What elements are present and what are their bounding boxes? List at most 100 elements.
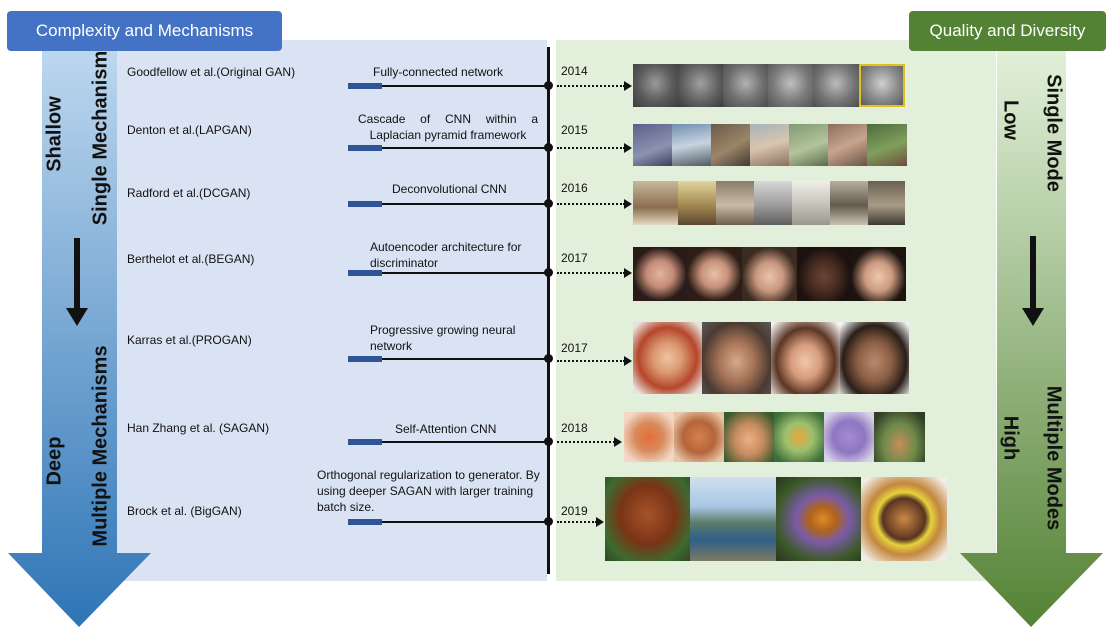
- dotted-arrow: [557, 272, 625, 274]
- dotted-arrow: [557, 147, 625, 149]
- arrowhead-icon: [596, 517, 604, 527]
- timeline-connector: [382, 441, 548, 443]
- year-label: 2018: [561, 421, 588, 435]
- samples-strip: [633, 247, 906, 301]
- dotted-arrow: [557, 521, 597, 523]
- deep-label: Deep: [43, 436, 66, 486]
- timeline-dot: [544, 437, 553, 446]
- sample-image: [742, 247, 797, 301]
- right-header-label: Quality and Diversity: [929, 21, 1086, 40]
- sample-image: [633, 181, 678, 225]
- shallow-label: Shallow: [43, 96, 66, 172]
- year-label: 2014: [561, 64, 588, 78]
- author-label: Berthelot et al.(BEGAN): [127, 252, 255, 266]
- timeline-connector: [382, 203, 548, 205]
- timeline-connector: [382, 358, 548, 360]
- sample-image: [851, 247, 906, 301]
- author-label: Karras et al.(PROGAN): [127, 333, 252, 347]
- sample-image: [716, 181, 754, 225]
- samples-strip: [633, 322, 909, 394]
- sample-image: [828, 124, 867, 166]
- timeline-connector: [382, 85, 548, 87]
- timeline-dot: [544, 143, 553, 152]
- sample-image: [711, 124, 750, 166]
- author-label: Han Zhang et al. (SAGAN): [127, 421, 270, 435]
- technique-bar: [348, 83, 382, 89]
- author-label: Goodfellow et al.(Original GAN): [127, 65, 296, 79]
- timeline-dot: [544, 81, 553, 90]
- sample-image: [792, 181, 830, 225]
- samples-strip: [633, 124, 907, 166]
- sample-image: [687, 247, 742, 301]
- left-header-label: Complexity and Mechanisms: [35, 21, 254, 40]
- sample-image: [754, 181, 792, 225]
- technique-bar: [348, 519, 382, 525]
- samples-strip: [633, 181, 905, 225]
- sample-image: [633, 322, 702, 394]
- sample-image: [674, 412, 724, 462]
- sample-image: [813, 64, 859, 107]
- low-label: Low: [999, 100, 1022, 140]
- high-label: High: [999, 415, 1022, 461]
- arrowhead-icon: [624, 356, 632, 366]
- sample-image: [859, 64, 905, 107]
- sample-image: [750, 124, 789, 166]
- timeline-connector: [382, 521, 548, 523]
- technique-label: Orthogonal regularization to generator. …: [317, 468, 540, 514]
- year-label: 2015: [561, 123, 588, 137]
- sample-image: [768, 64, 813, 107]
- technique-label: Self-Attention CNN: [395, 422, 497, 436]
- year-label: 2017: [561, 251, 588, 265]
- right-small-down-arrow-icon: [1022, 236, 1044, 326]
- sample-image: [678, 181, 716, 225]
- dotted-arrow: [557, 85, 625, 87]
- timeline-axis: [547, 47, 550, 574]
- sample-image: [678, 64, 723, 107]
- dotted-arrow: [557, 360, 625, 362]
- arrowhead-icon: [624, 268, 632, 278]
- timeline-dot: [544, 354, 553, 363]
- left-depth-arrow: [8, 50, 151, 627]
- samples-strip: [633, 64, 905, 107]
- timeline-dot: [544, 199, 553, 208]
- arrowhead-icon: [614, 437, 622, 447]
- arrowhead-icon: [624, 81, 632, 91]
- samples-strip: [624, 412, 925, 462]
- multiple-mechanisms-label: Multiple Mechanisms: [89, 345, 112, 547]
- sample-image: [724, 412, 774, 462]
- left-header: Complexity and Mechanisms: [7, 11, 282, 51]
- sample-image: [723, 64, 768, 107]
- sample-image: [605, 477, 690, 561]
- technique-label: Fully-connected network: [373, 65, 504, 79]
- technique-label: Cascade of CNN within a Laplacian pyrami…: [358, 112, 538, 142]
- sample-image: [867, 124, 907, 166]
- author-label: Radford et al.(DCGAN): [127, 186, 251, 200]
- dotted-arrow: [557, 441, 615, 443]
- timeline-connector: [382, 272, 548, 274]
- sample-image: [776, 477, 861, 561]
- timeline-dot: [544, 268, 553, 277]
- right-header: Quality and Diversity: [909, 11, 1106, 51]
- timeline-connector: [382, 147, 548, 149]
- sample-image: [624, 412, 674, 462]
- sample-image: [633, 247, 687, 301]
- year-label: 2017: [561, 341, 588, 355]
- sample-image: [874, 412, 925, 462]
- sample-image: [868, 181, 905, 225]
- technique-bar: [348, 270, 382, 276]
- multiple-modes-label: Multiple Modes: [1042, 385, 1065, 531]
- sample-image: [702, 322, 771, 394]
- sample-image: [633, 64, 678, 107]
- technique-bar: [348, 201, 382, 207]
- technique-label: Autoencoder architecture for discriminat…: [370, 240, 522, 270]
- author-label: Denton et al.(LAPGAN): [127, 123, 252, 137]
- samples-strip: [605, 477, 947, 561]
- author-label: Brock et al. (BigGAN): [127, 504, 242, 518]
- sample-image: [789, 124, 828, 166]
- sample-image: [861, 477, 947, 561]
- single-mode-label: Single Mode: [1042, 74, 1065, 192]
- sample-image: [797, 247, 851, 301]
- arrowhead-icon: [624, 199, 632, 209]
- sample-image: [840, 322, 909, 394]
- dotted-arrow: [557, 203, 625, 205]
